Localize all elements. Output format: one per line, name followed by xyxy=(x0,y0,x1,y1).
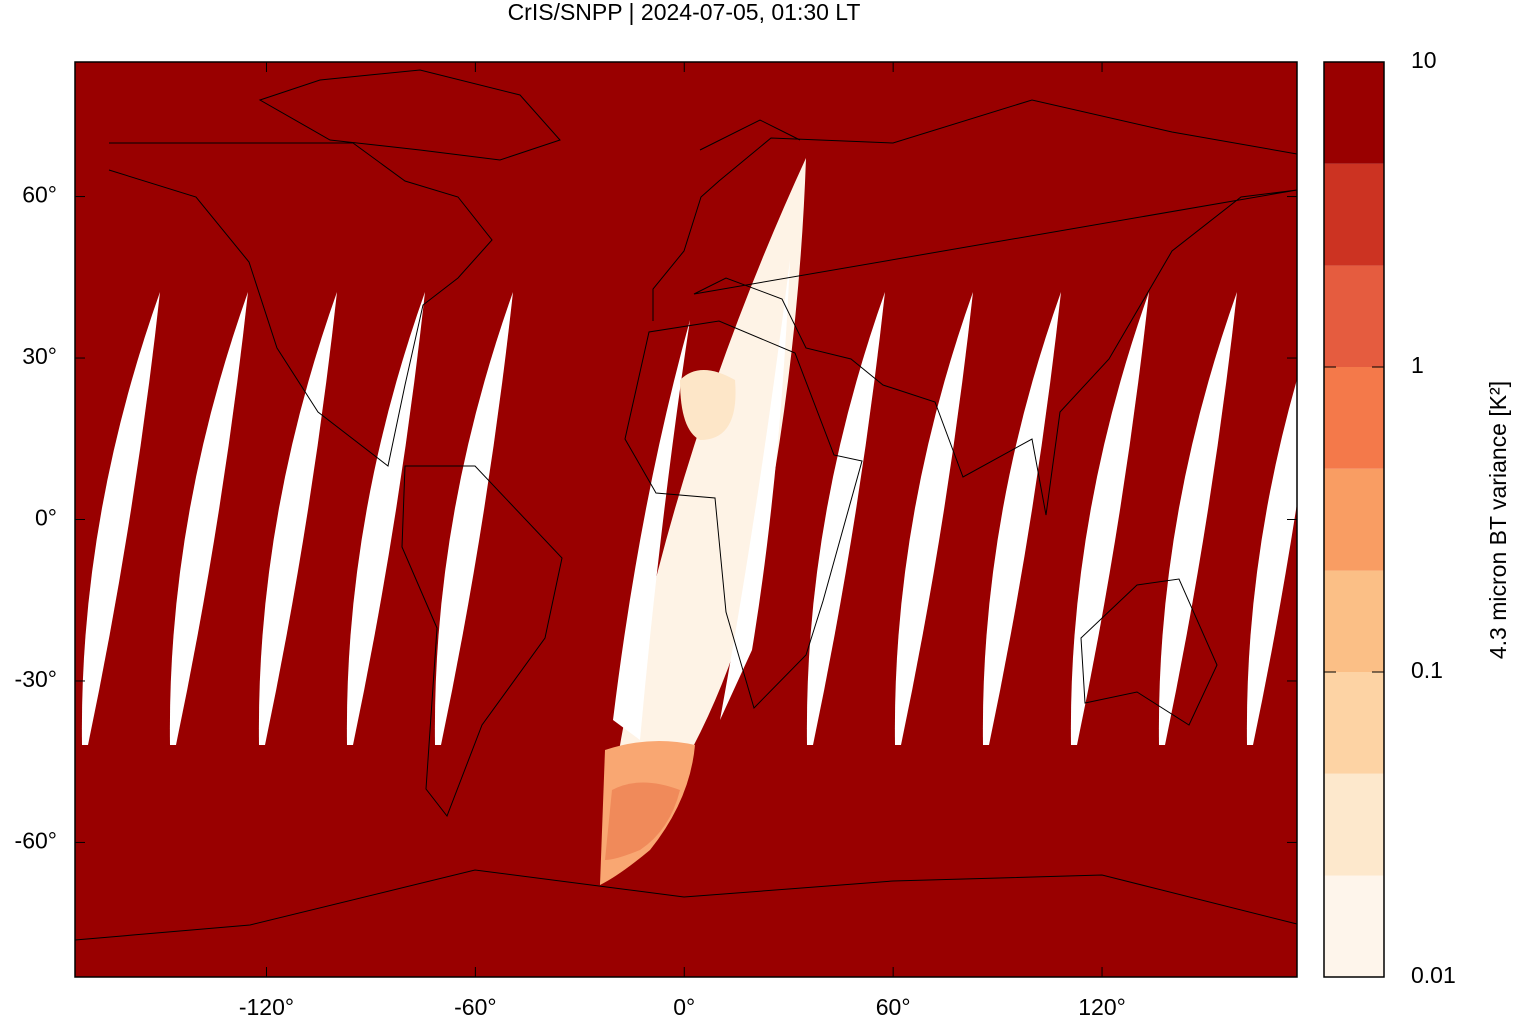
data-gap xyxy=(894,292,973,745)
colorbar-tick-label: 1 xyxy=(1411,352,1424,378)
colorbar-tick-label: 0.1 xyxy=(1411,657,1443,683)
data-gap xyxy=(81,292,160,745)
y-tick-label: -60° xyxy=(15,828,57,854)
data-gap xyxy=(1158,292,1237,745)
colorbar-segment xyxy=(1324,163,1384,266)
y-tick-label: 30° xyxy=(22,343,57,369)
x-tick-label: 120° xyxy=(1078,994,1126,1020)
colorbar-segment xyxy=(1324,672,1384,774)
coastline xyxy=(74,869,1298,941)
data-gap xyxy=(720,260,790,720)
colorbar-tick-label: 10 xyxy=(1411,47,1437,73)
colorbar-label: 4.3 micron BT variance [K²] xyxy=(1485,381,1511,659)
y-tick-label: 0° xyxy=(35,505,57,531)
colorbar-segment xyxy=(1324,265,1384,367)
data-gap xyxy=(613,320,690,740)
data-gap xyxy=(1070,292,1149,745)
colorbar-tick-label: 0.01 xyxy=(1411,962,1456,988)
data-gaps xyxy=(81,292,1325,745)
x-tick-label: 0° xyxy=(673,994,695,1020)
data-gap xyxy=(1246,292,1325,745)
x-tick-label: -120° xyxy=(239,994,294,1020)
coastlines xyxy=(74,69,1298,941)
coastline xyxy=(258,69,801,161)
coastline xyxy=(401,465,563,818)
colorbar-segment xyxy=(1324,773,1384,876)
map xyxy=(74,61,1325,978)
colorbar: 0.01 0.1 1 10 xyxy=(1323,47,1456,988)
x-tick-label: -60° xyxy=(454,994,496,1020)
data-gap xyxy=(258,292,337,745)
coastline xyxy=(1080,578,1218,726)
x-tick-label: 60° xyxy=(876,994,911,1020)
swath-high xyxy=(605,782,680,860)
coastline xyxy=(624,320,863,709)
y-tick-label: -30° xyxy=(15,666,57,692)
colorbar-segment xyxy=(1324,367,1384,469)
colorbar-segment xyxy=(1324,570,1384,672)
data-gap xyxy=(169,292,248,745)
coastline xyxy=(652,99,1298,516)
colorbar-frame xyxy=(1323,61,1385,978)
chart-title: CrIS/SNPP | 2024-07-05, 01:30 LT xyxy=(508,0,861,25)
data-gap xyxy=(346,292,425,745)
coastline xyxy=(108,142,493,467)
colorbar-segment xyxy=(1324,62,1384,164)
swath xyxy=(600,158,806,885)
y-tick-label: 60° xyxy=(22,182,57,208)
swath-mid xyxy=(680,370,736,440)
colorbar-segment xyxy=(1324,468,1384,571)
data-gap xyxy=(982,292,1061,745)
data-gap xyxy=(434,292,513,745)
colorbar-segment xyxy=(1324,875,1384,977)
